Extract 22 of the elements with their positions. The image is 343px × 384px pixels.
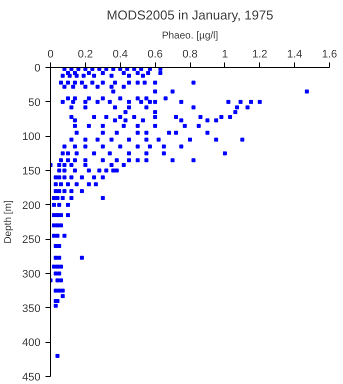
x-tick-label: 1.2 (252, 48, 268, 60)
x-tick-label: 0 (47, 48, 54, 60)
x-tick-label: 0.6 (147, 48, 163, 60)
x-tick-label: 1 (222, 48, 228, 60)
y-tick-label: 200 (22, 200, 41, 212)
x-tick-label: 0.4 (112, 48, 128, 60)
y-tick-label: 150 (22, 166, 41, 178)
y-tick-label: 450 (22, 372, 41, 384)
y-tick-label: 100 (22, 131, 41, 144)
y-tick-label: 300 (22, 268, 41, 280)
x-tick-label: 1.6 (322, 48, 338, 60)
y-tick-label: 0 (34, 62, 41, 74)
y-tick-label: 350 (22, 302, 41, 315)
y-tick-label: 400 (22, 337, 41, 350)
y-tick-label: 50 (28, 96, 41, 109)
x-axis-title: Phaeo. [µg/l] (162, 30, 218, 42)
x-tick-label: 0.8 (182, 48, 198, 60)
y-tick-label: 250 (22, 234, 41, 246)
x-tick-label: 1.4 (286, 48, 302, 60)
y-axis-title: Depth [m] (3, 200, 14, 244)
chart-title: MODS2005 in January, 1975 (106, 8, 274, 22)
x-tick-label: 0.2 (78, 48, 94, 60)
